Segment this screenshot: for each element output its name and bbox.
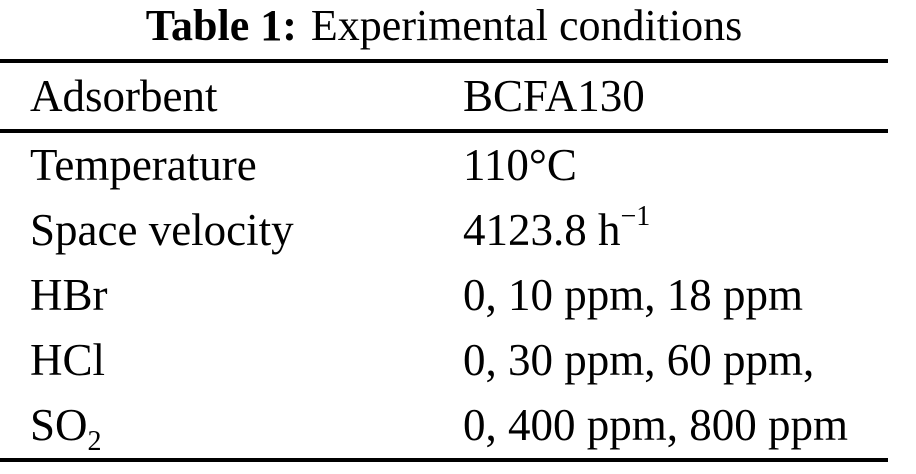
- table-row: HCl 0, 30 ppm, 60 ppm,: [0, 328, 888, 393]
- row-value: 0, 10 ppm, 18 ppm: [463, 270, 804, 320]
- row-value: 0, 30 ppm, 60 ppm,: [463, 335, 815, 385]
- experimental-conditions-table: Table 1: Experimental conditions Adsorben…: [0, 0, 888, 462]
- row-value: 4123.8 h−1: [463, 203, 888, 255]
- row-value-text: 4123.8 h: [463, 205, 621, 255]
- row-label: Space velocity: [30, 205, 294, 255]
- row-label: Temperature: [30, 140, 257, 190]
- table-row: Space velocity 4123.8 h−1: [0, 198, 888, 263]
- table-row: Temperature 110°C: [0, 133, 888, 198]
- row-label: SO2: [30, 400, 463, 456]
- table-row: HBr 0, 10 ppm, 18 ppm: [0, 263, 888, 328]
- row-value-superscript: −1: [620, 201, 651, 232]
- table-row: SO2 0, 400 ppm, 800 ppm: [0, 393, 888, 458]
- row-value: 110°C: [463, 140, 577, 190]
- table-caption: Table 1: Experimental conditions: [0, 0, 888, 59]
- row-label-subscript: 2: [87, 426, 102, 457]
- table-top-rule: [0, 59, 888, 63]
- table-header-rule: [0, 129, 888, 133]
- table-row: Adsorbent BCFA130: [0, 63, 888, 129]
- row-value: BCFA130: [463, 70, 645, 121]
- table-caption-title: Experimental conditions: [310, 1, 743, 50]
- row-label: HCl: [30, 335, 106, 385]
- row-label: HBr: [30, 270, 108, 320]
- row-label-text: SO: [30, 400, 88, 450]
- table-caption-number: Table 1:: [145, 1, 297, 50]
- row-label: Adsorbent: [30, 70, 218, 121]
- row-value: 0, 400 ppm, 800 ppm: [463, 400, 849, 450]
- table-bottom-rule: [0, 458, 888, 462]
